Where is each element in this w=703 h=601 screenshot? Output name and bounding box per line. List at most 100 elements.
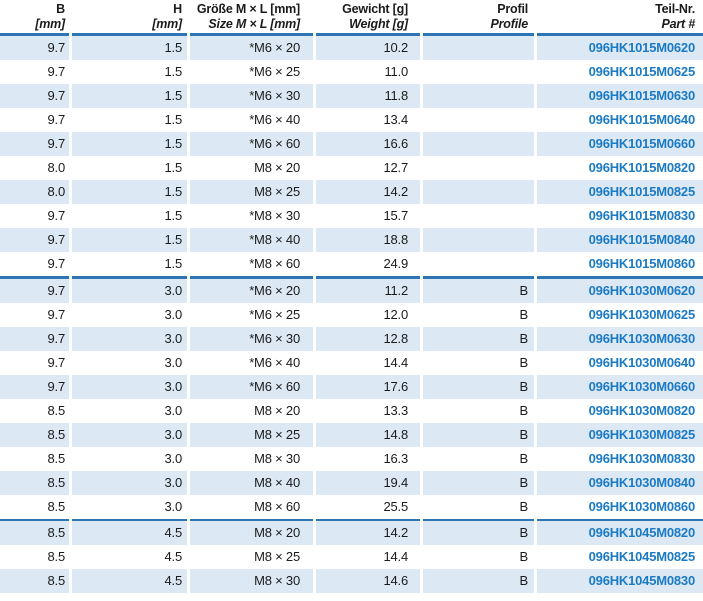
group-separator xyxy=(0,518,703,521)
part-number-link[interactable]: 096HK1015M0660 xyxy=(537,132,703,156)
part-number-link[interactable]: 096HK1045M0820 xyxy=(537,521,703,545)
table-header-row: B [mm] H [mm] Größe M × L [mm] Size M × … xyxy=(0,0,703,33)
part-number-link[interactable]: 096HK1030M0640 xyxy=(588,354,696,370)
cell-size: M8 × 30 xyxy=(190,569,313,593)
part-number-link[interactable]: 096HK1030M0620 xyxy=(537,278,703,303)
part-number-link[interactable]: 096HK1015M0620 xyxy=(537,36,703,60)
cell-size: *M6 × 30 xyxy=(190,84,313,108)
cell-size: M8 × 40 xyxy=(190,470,313,495)
cell-size: M8 × 20 xyxy=(254,402,300,418)
cell-h: 4.5 xyxy=(72,521,187,545)
column-header-h: H [mm] xyxy=(72,2,187,31)
table-row: 9.7 1.5 *M6 × 30 11.8 096HK1015M0630 xyxy=(0,84,703,108)
cell-profile: B xyxy=(423,326,534,351)
cell-b: 9.7 xyxy=(47,256,66,271)
cell-size: *M6 × 20 xyxy=(190,278,313,303)
column-header-weight: Gewicht [g] Weight [g] xyxy=(316,2,420,31)
divider-segment-group xyxy=(190,518,313,521)
part-number-link[interactable]: 096HK1030M0830 xyxy=(588,450,696,466)
cell-weight: 11.0 xyxy=(384,64,408,79)
cell-b: 8.5 xyxy=(47,549,66,564)
column-header-size: Größe M × L [mm] Size M × L [mm] xyxy=(190,2,313,31)
cell-profile: B xyxy=(423,278,534,303)
cell-b: 9.7 xyxy=(0,132,69,156)
cell-size: *M6 × 60 xyxy=(190,132,313,156)
cell-h: 4.5 xyxy=(72,569,187,593)
divider-segment-group xyxy=(72,518,187,521)
part-number-link[interactable]: 096HK1015M0830 xyxy=(588,208,696,223)
cell-b: 9.7 xyxy=(47,64,66,79)
table-row: 8.5 3.0 M8 × 20 13.3 B 096HK1030M0820 xyxy=(0,399,703,423)
cell-h: 1.5 xyxy=(164,256,183,271)
cell-h: 4.5 xyxy=(164,549,183,564)
cell-b: 9.7 xyxy=(47,112,66,127)
cell-size: *M8 × 30 xyxy=(249,208,300,223)
part-number-link[interactable]: 096HK1015M0825 xyxy=(537,180,703,204)
cell-weight: 14.8 xyxy=(316,422,420,447)
divider-segment-header xyxy=(190,33,313,36)
cell-profile: B xyxy=(423,470,534,495)
cell-size: *M6 × 30 xyxy=(190,326,313,351)
cell-h: 1.5 xyxy=(72,180,187,204)
divider-segment-group xyxy=(316,518,420,521)
cell-h: 1.5 xyxy=(164,160,183,175)
cell-profile xyxy=(423,84,534,108)
cell-b: 9.7 xyxy=(0,84,69,108)
cell-weight: 11.2 xyxy=(316,278,420,303)
column-header-sublabel: [mm] xyxy=(35,16,65,31)
column-header-profile: Profil Profile xyxy=(423,2,534,31)
part-number-link[interactable]: 096HK1030M0630 xyxy=(537,326,703,351)
table-row: 9.7 1.5 *M8 × 40 18.8 096HK1015M0840 xyxy=(0,228,703,252)
part-number-link[interactable]: 096HK1015M0820 xyxy=(588,160,696,175)
cell-h: 1.5 xyxy=(72,84,187,108)
divider-segment-header xyxy=(537,33,703,36)
column-header-sublabel: Profile xyxy=(490,16,529,31)
divider-segment-group xyxy=(0,518,69,521)
cell-profile xyxy=(423,252,534,276)
divider-segment-group xyxy=(423,276,534,279)
cell-weight: 25.5 xyxy=(383,498,408,514)
column-header-label: Größe M × L [mm] xyxy=(196,2,300,16)
cell-weight: 13.3 xyxy=(383,402,408,418)
table-row: 9.7 1.5 *M8 × 30 15.7 096HK1015M0830 xyxy=(0,204,703,228)
column-header-part: Teil-Nr. Part # xyxy=(537,2,703,31)
part-number-link[interactable]: 096HK1045M0825 xyxy=(588,549,696,564)
column-header-b: B [mm] xyxy=(0,2,69,31)
part-number-link[interactable]: 096HK1015M0860 xyxy=(588,256,696,271)
cell-weight: 14.6 xyxy=(316,569,420,593)
table-row: 9.7 3.0 *M6 × 40 14.4 B 096HK1030M0640 xyxy=(0,351,703,375)
table-row: 8.5 3.0 M8 × 60 25.5 B 096HK1030M0860 xyxy=(0,495,703,519)
part-number-link[interactable]: 096HK1015M0630 xyxy=(537,84,703,108)
cell-profile xyxy=(423,180,534,204)
cell-size: *M6 × 20 xyxy=(190,36,313,60)
part-number-link[interactable]: 096HK1030M0825 xyxy=(537,422,703,447)
part-number-link[interactable]: 096HK1030M0625 xyxy=(588,306,696,322)
part-number-link[interactable]: 096HK1030M0860 xyxy=(588,498,696,514)
part-number-link[interactable]: 096HK1015M0840 xyxy=(537,228,703,252)
cell-weight: 10.2 xyxy=(316,36,420,60)
part-number-link[interactable]: 096HK1015M0640 xyxy=(588,112,696,127)
part-number-link[interactable]: 096HK1030M0820 xyxy=(588,402,696,418)
part-number-link[interactable]: 096HK1030M0660 xyxy=(537,374,703,399)
part-number-link[interactable]: 096HK1045M0830 xyxy=(537,569,703,593)
cell-b: 8.5 xyxy=(0,569,69,593)
table-body: 9.7 1.5 *M6 × 20 10.2 096HK1015M0620 9.7 1.5 *M… xyxy=(0,36,703,593)
divider-segment-group xyxy=(72,276,187,279)
cell-weight: 13.4 xyxy=(383,112,408,127)
cell-b: 8.5 xyxy=(47,498,66,514)
cell-size: M8 × 25 xyxy=(190,180,313,204)
cell-b: 9.7 xyxy=(47,354,66,370)
table-row: 8.0 1.5 M8 × 20 12.7 096HK1015M0820 xyxy=(0,156,703,180)
part-number-link[interactable]: 096HK1030M0840 xyxy=(537,470,703,495)
divider-segment-header xyxy=(423,33,534,36)
cell-b: 9.7 xyxy=(0,278,69,303)
cell-weight: 14.4 xyxy=(383,549,408,564)
part-number-link[interactable]: 096HK1015M0625 xyxy=(588,64,696,79)
cell-profile: B xyxy=(519,402,529,418)
table-row: 8.5 3.0 M8 × 25 14.8 B 096HK1030M0825 xyxy=(0,422,703,447)
column-header-label: B xyxy=(56,2,65,16)
column-header-label: Teil-Nr. xyxy=(655,2,695,16)
cell-profile: B xyxy=(519,549,529,564)
cell-b: 8.0 xyxy=(47,160,66,175)
cell-weight: 16.6 xyxy=(316,132,420,156)
